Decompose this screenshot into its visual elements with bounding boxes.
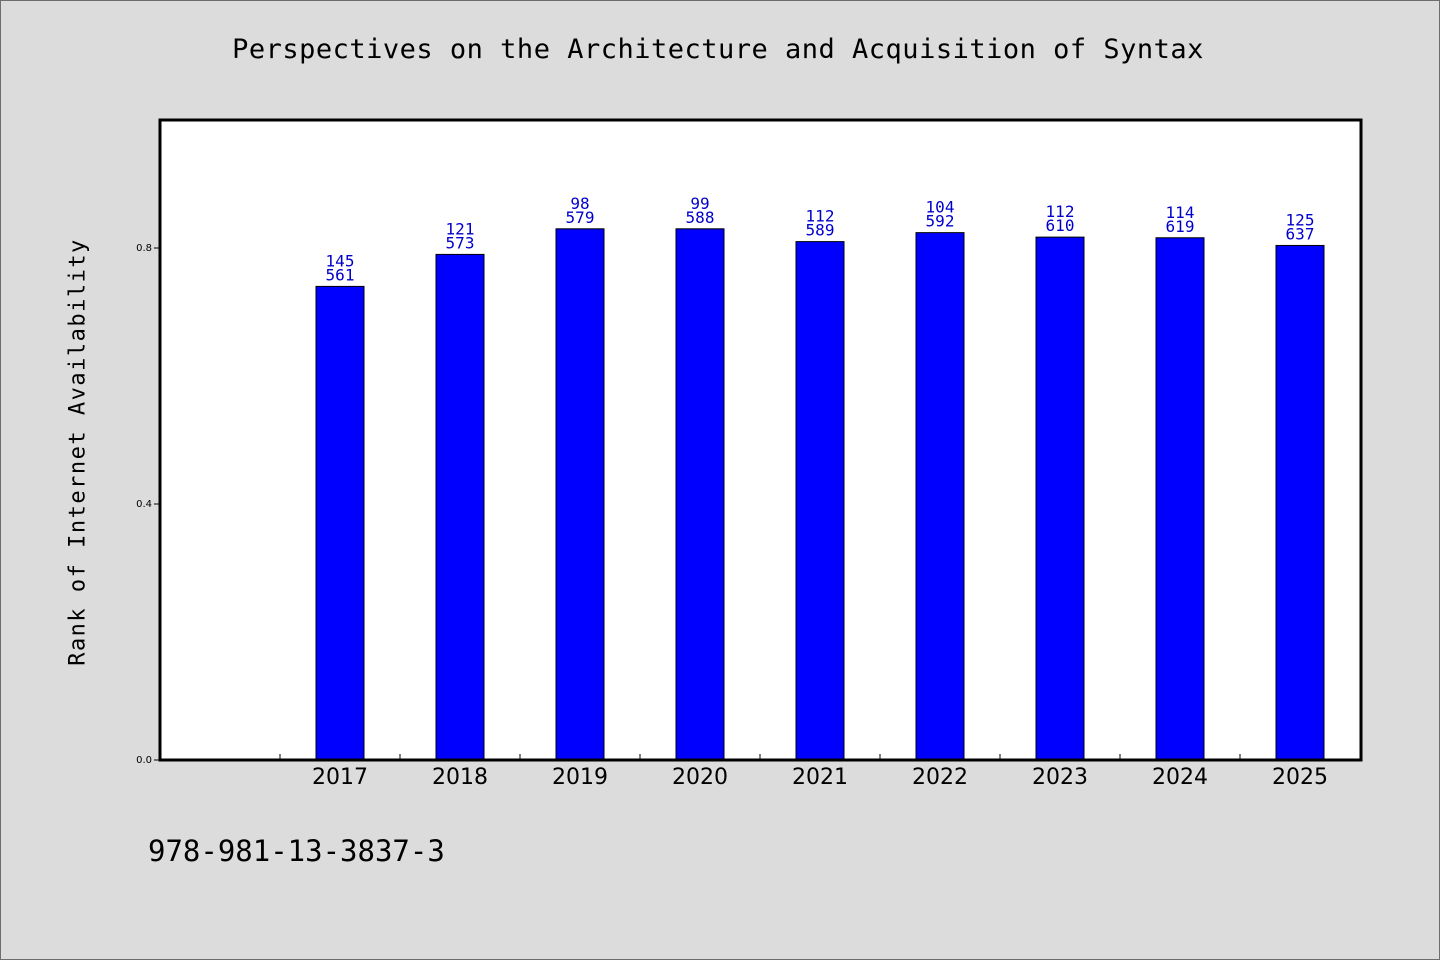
bar-label-top: 125 — [1286, 210, 1315, 229]
bar — [315, 285, 365, 761]
x-tick-label: 2021 — [792, 765, 848, 790]
y-tick-label: 0.0 — [136, 755, 152, 766]
chart-title: Perspectives on the Architecture and Acq… — [232, 34, 1204, 65]
bar-label-bottom: 579 — [566, 208, 595, 227]
isbn-text: 978-981-13-3837-3 — [148, 834, 445, 868]
bar — [1035, 236, 1085, 761]
x-tick-label: 2025 — [1272, 765, 1328, 790]
x-tick-label: 2018 — [432, 765, 488, 790]
bar-label-top: 112 — [1046, 202, 1075, 221]
bar — [915, 232, 965, 761]
x-tick-label: 2020 — [672, 765, 728, 790]
bar-label-bottom: 588 — [686, 208, 715, 227]
y-tick-label: 0.8 — [136, 243, 152, 254]
bar-label-bottom: 573 — [446, 233, 475, 252]
bar — [795, 241, 845, 761]
bar-label-top: 104 — [926, 198, 955, 217]
bar — [1275, 244, 1325, 761]
bar-label-bottom: 619 — [1166, 217, 1195, 236]
bar-label-bottom: 610 — [1046, 216, 1075, 235]
bar — [555, 228, 605, 761]
x-tick-label: 2023 — [1032, 765, 1088, 790]
bar-label-top: 98 — [570, 194, 589, 213]
y-tick-label: 0.4 — [136, 499, 152, 510]
plot-frame — [158, 118, 1363, 762]
bar-label-bottom: 637 — [1286, 224, 1315, 243]
x-tick-label: 2017 — [312, 765, 368, 790]
bar-label-top: 121 — [446, 219, 475, 238]
bar-label-bottom: 561 — [326, 265, 355, 284]
x-tick-label: 2019 — [552, 765, 608, 790]
bar-label-bottom: 589 — [806, 221, 835, 240]
bar-label-top: 145 — [326, 251, 355, 270]
bar — [435, 253, 485, 761]
bar — [675, 228, 725, 761]
bar-label-top: 114 — [1166, 203, 1195, 222]
bar — [1155, 237, 1205, 761]
x-tick-label: 2024 — [1152, 765, 1208, 790]
bar-label-top: 99 — [690, 194, 709, 213]
bar-label-top: 112 — [806, 207, 835, 226]
bar-label-bottom: 592 — [926, 212, 955, 231]
x-tick-label: 2022 — [912, 765, 968, 790]
